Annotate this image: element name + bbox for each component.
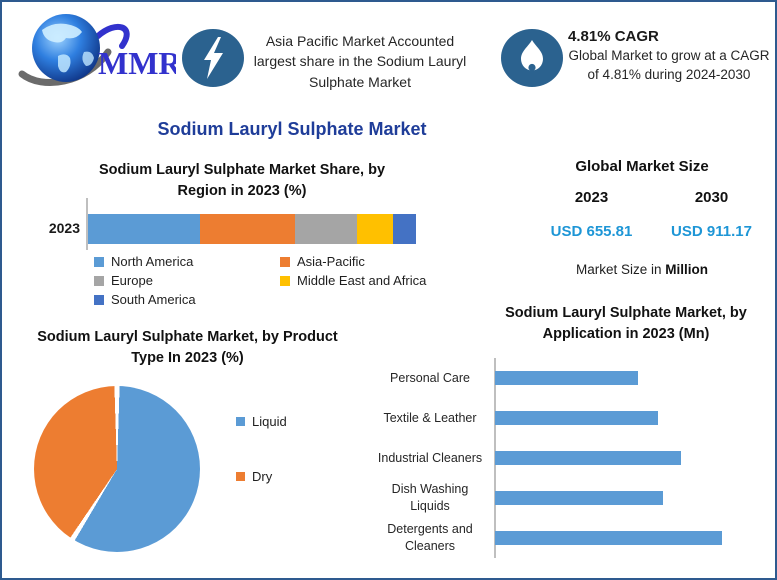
- pie-legend-item-dry: Dry: [236, 469, 272, 484]
- product-type-pie: [34, 386, 200, 552]
- region-bar-segment: [88, 214, 200, 244]
- highlight-text: Asia Pacific Market Accounted largest sh…: [253, 33, 467, 90]
- legend-label: Dry: [252, 469, 273, 484]
- market-size-note-unit: Million: [665, 262, 709, 277]
- region-legend-item: Asia-Pacific: [280, 254, 439, 269]
- region-bar-segment: [294, 214, 357, 244]
- region-bar-segment: [393, 214, 416, 244]
- legend-label: North America: [111, 254, 194, 269]
- legend-marker: [280, 275, 290, 286]
- cagr-block: 4.81% CAGR Global Market to grow at a CA…: [568, 28, 770, 85]
- market-size-value-2030: USD 911.17: [671, 223, 752, 240]
- globe-continent: [58, 54, 71, 73]
- region-legend-item: Europe: [94, 273, 280, 288]
- page-title: Sodium Lauryl Sulphate Market: [157, 119, 427, 139]
- application-category-label: Textile & Leather: [383, 410, 477, 425]
- application-bar: [495, 411, 658, 425]
- mmr-logo: MMR: [14, 8, 182, 97]
- application-bar-row: Industrial Cleaners: [374, 438, 681, 478]
- globe-continent: [42, 23, 82, 43]
- region-legend-item: Middle East and Africa: [280, 273, 439, 288]
- application-bar-row: Dish Washing Liquids: [374, 478, 663, 518]
- market-size-title: Global Market Size: [575, 158, 709, 175]
- application-bar: [495, 451, 681, 465]
- legend-label: Liquid: [252, 414, 287, 429]
- market-size-year-2023: 2023: [574, 189, 609, 206]
- region-legend: North America Asia-Pacific Europe Middle Ea…: [94, 254, 439, 307]
- pie-legend-item-liquid: Liquid: [236, 414, 287, 429]
- flame-icon: [501, 29, 563, 92]
- application-category-label: Industrial Cleaners: [377, 450, 483, 465]
- region-legend-item: North America: [94, 254, 280, 269]
- region-bar-segment: [356, 214, 394, 244]
- application-bar: [495, 491, 663, 505]
- market-size-year-2030: 2030: [694, 189, 729, 206]
- legend-marker: [94, 294, 104, 305]
- application-bar-row: Textile & Leather: [374, 398, 658, 438]
- region-legend-item: South America: [94, 292, 280, 307]
- globe-continent: [82, 51, 94, 66]
- region-stacked-bar: [88, 214, 416, 244]
- application-category-label: Dish Washing Liquids: [391, 482, 469, 513]
- application-category-label: Detergents and Cleaners: [387, 522, 473, 553]
- legend-label: Asia-Pacific: [297, 254, 365, 269]
- legend-marker: [236, 417, 245, 426]
- legend-label: Middle East and Africa: [297, 273, 427, 288]
- legend-label: South America: [111, 292, 196, 307]
- lightning-icon: [182, 29, 244, 92]
- application-chart-axis: [494, 358, 496, 558]
- market-size-value-2023: USD 655.81: [550, 223, 633, 240]
- legend-marker: [94, 275, 104, 286]
- legend-marker: [236, 472, 245, 481]
- application-bar-row: Personal Care: [374, 358, 638, 398]
- region-chart-axis: [86, 198, 88, 250]
- region-bar-segment: [199, 214, 295, 244]
- application-bar-row: Detergents and Cleaners: [374, 518, 722, 558]
- legend-marker: [94, 256, 104, 267]
- cagr-title: 4.81% CAGR: [568, 28, 659, 45]
- market-size-note: Market Size in Million: [532, 262, 752, 277]
- legend-marker: [280, 256, 290, 267]
- application-bar: [495, 531, 722, 545]
- logo-swoosh-blue: [95, 24, 130, 49]
- region-category-label: 2023: [48, 220, 80, 236]
- region-chart-title: Sodium Lauryl Sulphate Market Share, by …: [98, 162, 386, 200]
- application-chart-title: Sodium Lauryl Sulphate Market, by Applic…: [505, 305, 747, 343]
- pie-chart-title: Sodium Lauryl Sulphate Market, by Produc…: [37, 329, 338, 367]
- logo-text: MMR: [98, 45, 176, 81]
- cagr-text: Global Market to grow at a CAGR of 4.81%…: [568, 48, 770, 82]
- application-category-label: Personal Care: [390, 370, 470, 385]
- application-bar: [495, 371, 638, 385]
- globe-logo-graphic: MMR: [18, 14, 182, 87]
- legend-label: Europe: [111, 273, 153, 288]
- market-size-note-prefix: Market Size in: [575, 262, 662, 277]
